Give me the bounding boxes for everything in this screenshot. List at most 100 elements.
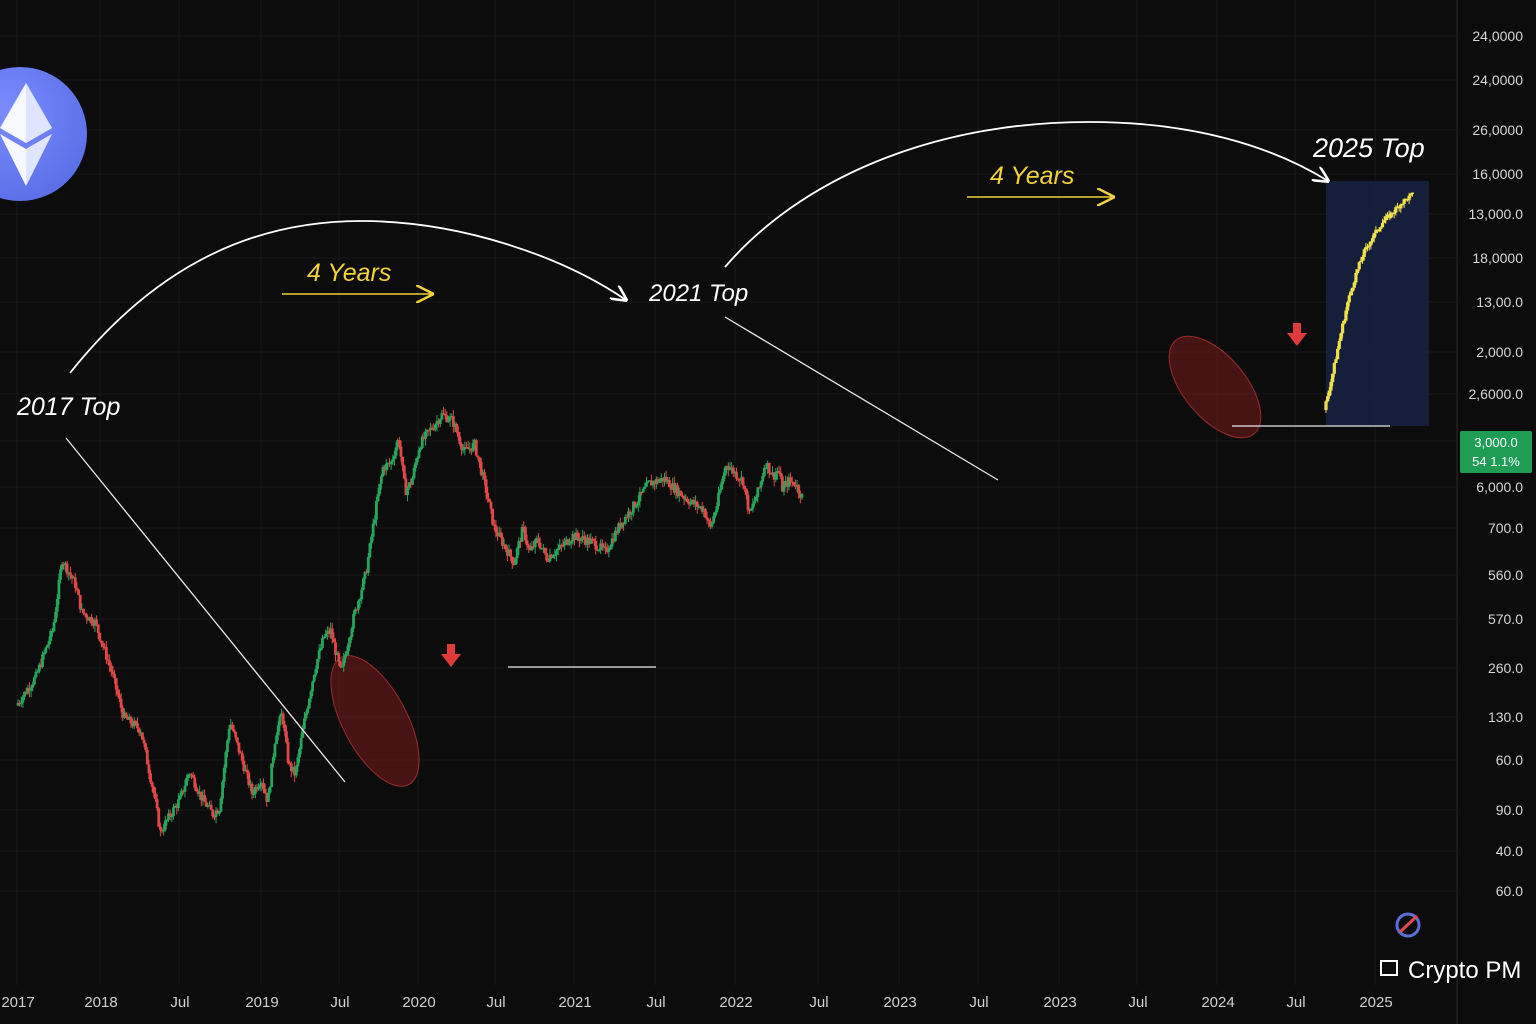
candle-body bbox=[23, 691, 26, 697]
candle-body bbox=[674, 485, 678, 493]
candle-body bbox=[152, 786, 156, 794]
candle-body bbox=[722, 475, 725, 482]
candle-body bbox=[797, 485, 801, 494]
projection-candle-body bbox=[1362, 249, 1366, 258]
cycle-arc-2021-2025 bbox=[724, 121, 1328, 268]
candle-body bbox=[86, 618, 90, 621]
candle-body bbox=[695, 501, 699, 508]
x-tick-label: 2022 bbox=[719, 994, 752, 1011]
candle-body bbox=[381, 466, 385, 477]
candle-body bbox=[638, 491, 642, 502]
candle-body bbox=[144, 743, 148, 750]
candle-body bbox=[430, 427, 434, 430]
projection-candle-body bbox=[1382, 220, 1386, 223]
candle-body bbox=[532, 546, 535, 548]
candle-body bbox=[748, 509, 752, 512]
candle-body bbox=[723, 467, 727, 476]
candle-body bbox=[258, 784, 262, 787]
candle-body bbox=[553, 554, 557, 556]
candle-body bbox=[527, 545, 531, 548]
candle-body bbox=[476, 455, 480, 458]
candle-body bbox=[627, 511, 630, 518]
candle-body bbox=[149, 773, 152, 783]
candle-body bbox=[604, 546, 607, 548]
candle-body bbox=[41, 654, 44, 668]
candle-body bbox=[175, 805, 179, 809]
candle-body bbox=[754, 497, 758, 502]
candle-body bbox=[625, 517, 629, 519]
candle-body bbox=[21, 696, 25, 703]
candle-body bbox=[242, 760, 246, 772]
candle-body bbox=[70, 575, 74, 579]
candle-body bbox=[771, 472, 774, 475]
candle-body bbox=[224, 752, 228, 768]
candle-body bbox=[16, 703, 20, 706]
x-tick-label: 2017 bbox=[1, 994, 34, 1011]
projection-candle-body bbox=[1374, 229, 1378, 234]
candle-body bbox=[568, 543, 571, 545]
candle-body bbox=[36, 671, 40, 673]
candle-body bbox=[373, 519, 377, 524]
candle-body bbox=[409, 482, 413, 485]
candle-body bbox=[330, 628, 334, 639]
candle-body bbox=[772, 472, 776, 480]
candle-body bbox=[424, 431, 427, 439]
candle-body bbox=[193, 777, 197, 788]
candle-body bbox=[429, 427, 432, 430]
candle-body bbox=[67, 572, 71, 574]
candle-body bbox=[491, 508, 495, 525]
candle-body bbox=[589, 538, 593, 544]
candle-body bbox=[422, 436, 426, 439]
y-tick-label: 40.0 bbox=[1496, 843, 1523, 859]
candle-body bbox=[389, 461, 393, 465]
candle-body bbox=[492, 524, 496, 526]
y-tick-label: 24,0000 bbox=[1472, 28, 1523, 44]
candle-body bbox=[767, 462, 771, 474]
candle-body bbox=[704, 509, 707, 518]
candle-body bbox=[720, 481, 724, 490]
candle-body bbox=[95, 619, 98, 625]
candle-body bbox=[501, 536, 504, 546]
x-tick-label: Jul bbox=[1128, 994, 1147, 1011]
candle-body bbox=[247, 772, 251, 786]
candle-body bbox=[689, 502, 693, 505]
candle-body bbox=[34, 671, 38, 678]
candle-body bbox=[504, 544, 508, 550]
candle-body bbox=[365, 571, 369, 573]
candle-body bbox=[239, 752, 242, 754]
candle-body bbox=[671, 482, 675, 490]
candle-body bbox=[322, 636, 326, 639]
candle-body bbox=[672, 482, 676, 493]
candle-body bbox=[684, 498, 688, 500]
label-four-years-1: 4 Years bbox=[307, 259, 391, 287]
current-price-badge: 3,000.0 54 1.1% bbox=[1460, 431, 1532, 473]
candle-body bbox=[190, 774, 193, 776]
candle-body bbox=[692, 499, 696, 505]
candle-body bbox=[64, 563, 67, 566]
candle-body bbox=[592, 539, 596, 541]
candle-body bbox=[378, 483, 382, 494]
candle-body bbox=[293, 766, 297, 776]
candle-body bbox=[278, 716, 282, 726]
candle-body bbox=[55, 598, 59, 612]
candle-body bbox=[348, 637, 352, 644]
candle-body bbox=[779, 472, 783, 477]
candle-body bbox=[687, 502, 691, 505]
candle-body bbox=[450, 416, 454, 418]
candle-body bbox=[743, 485, 747, 489]
candle-body bbox=[204, 801, 208, 807]
candle-body bbox=[538, 542, 542, 549]
candle-body bbox=[728, 468, 732, 470]
x-axis: 2017 2018 Jul 2019 Jul 2020 Jul 2021 Jul 2022 Jul 2… bbox=[1, 994, 1392, 1011]
candle-body bbox=[558, 544, 562, 549]
candle-body bbox=[319, 647, 323, 651]
projection-candle-body bbox=[1400, 203, 1405, 206]
accumulation-zone-2024 bbox=[1168, 335, 1262, 439]
y-tick-label: 60.0 bbox=[1496, 883, 1523, 899]
projection-candle-body bbox=[1327, 390, 1331, 397]
candle-body bbox=[640, 491, 643, 494]
candle-body bbox=[352, 613, 355, 629]
candle-body bbox=[150, 782, 154, 787]
projection-candle-body bbox=[1342, 320, 1346, 324]
